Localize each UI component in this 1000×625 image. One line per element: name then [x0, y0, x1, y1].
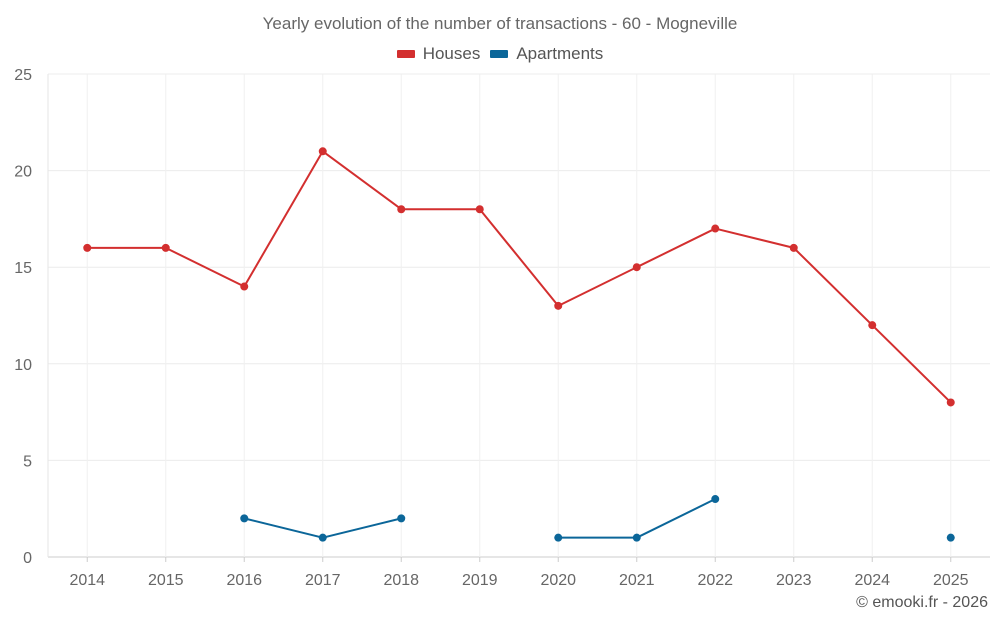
data-point-houses-2017 — [318, 147, 327, 156]
x-tick-label-2014: 2014 — [69, 572, 105, 589]
y-tick-label-25: 25 — [14, 67, 32, 84]
legend-swatch-houses — [396, 50, 415, 58]
x-tick-label-2025: 2025 — [933, 572, 969, 589]
legend-item-houses[interactable]: Houses — [396, 44, 481, 64]
legend-swatch-apartments — [490, 50, 509, 58]
legend-label-houses: Houses — [422, 44, 481, 63]
x-tick-label-2015: 2015 — [148, 572, 184, 589]
y-tick-label-15: 15 — [14, 260, 32, 277]
x-tick-label-2020: 2020 — [540, 572, 576, 589]
data-point-houses-2014 — [83, 243, 92, 252]
data-point-houses-2015 — [161, 243, 170, 252]
data-point-houses-2018 — [397, 205, 406, 214]
x-tick-label-2019: 2019 — [462, 572, 498, 589]
legend-item-apartments[interactable]: Apartments — [490, 44, 603, 64]
chart-title: Yearly evolution of the number of transa… — [262, 14, 738, 33]
x-tick-label-2018: 2018 — [383, 572, 419, 589]
data-point-apartments-2016 — [240, 514, 249, 523]
credit-text: © emooki.fr - 2026 — [856, 594, 988, 611]
series-line-houses-0 — [87, 150, 952, 404]
data-point-apartments-2018 — [397, 514, 406, 523]
data-point-apartments-2021 — [632, 533, 641, 542]
x-tick-label-2023: 2023 — [776, 572, 812, 589]
data-point-apartments-2022 — [711, 495, 720, 504]
legend-label-apartments: Apartments — [516, 44, 604, 63]
y-tick-label-10: 10 — [14, 357, 32, 374]
x-tick-label-2022: 2022 — [697, 572, 733, 589]
data-point-houses-2021 — [632, 263, 641, 272]
data-point-houses-2016 — [240, 282, 249, 291]
x-tick-label-2021: 2021 — [619, 572, 655, 589]
data-point-houses-2025 — [946, 398, 955, 407]
x-tick-label-2016: 2016 — [226, 572, 262, 589]
y-tick-label-20: 20 — [14, 164, 32, 181]
data-point-apartments-2017 — [318, 533, 327, 542]
data-point-houses-2023 — [789, 243, 798, 252]
y-tick-label-0: 0 — [23, 550, 32, 567]
data-point-houses-2020 — [554, 301, 563, 310]
legend: Houses Apartments — [0, 44, 1000, 64]
data-point-apartments-2025 — [946, 533, 955, 542]
data-point-houses-2022 — [711, 224, 720, 233]
data-point-houses-2019 — [475, 205, 484, 214]
data-point-houses-2024 — [868, 321, 877, 330]
y-tick-label-5: 5 — [23, 453, 32, 470]
data-point-apartments-2020 — [554, 533, 563, 542]
x-tick-label-2017: 2017 — [305, 572, 341, 589]
x-tick-label-2024: 2024 — [854, 572, 890, 589]
